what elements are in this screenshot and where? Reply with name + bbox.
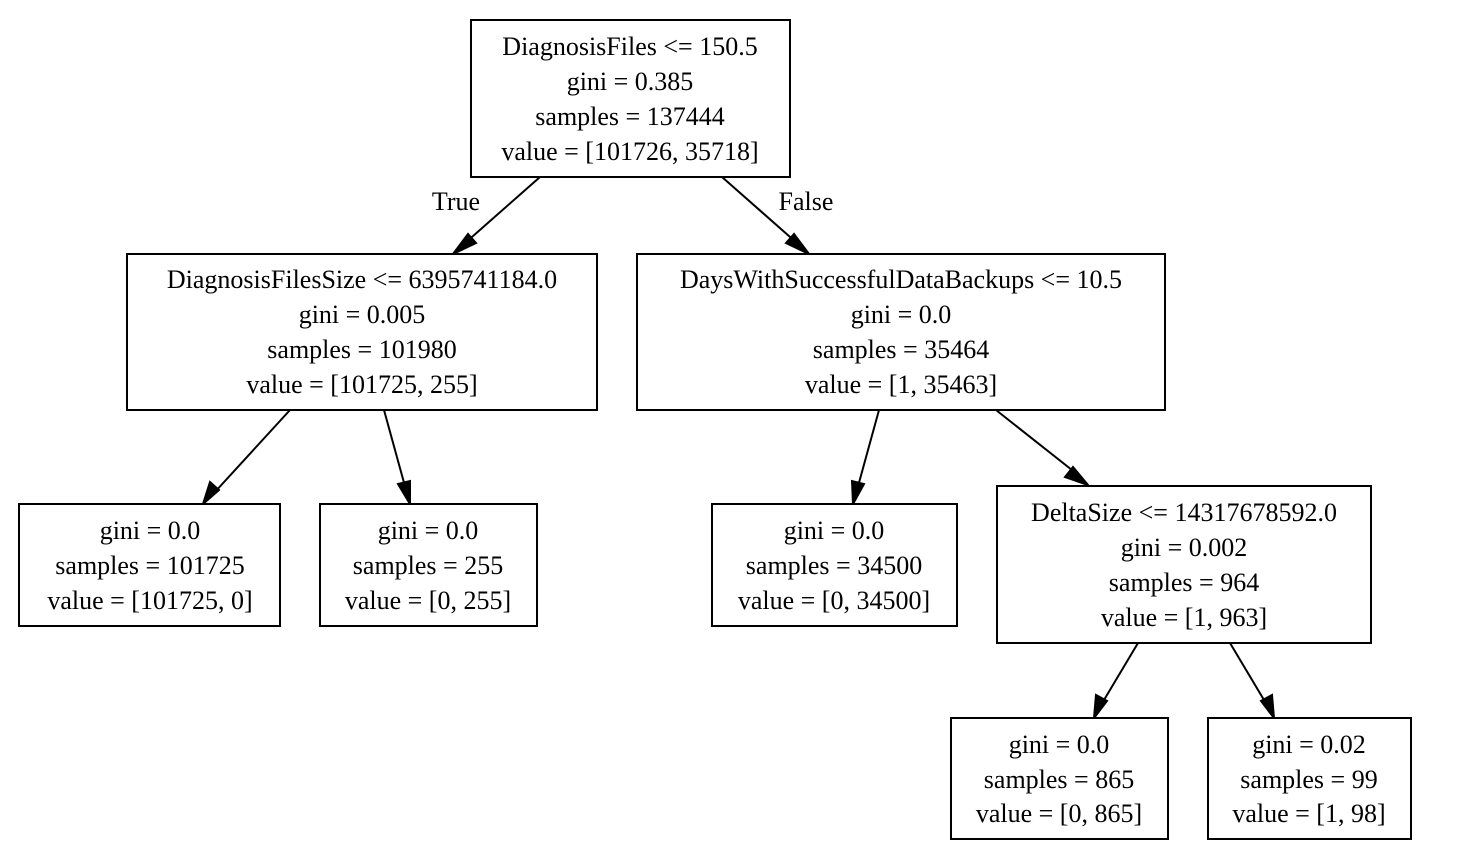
node-gini: gini = 0.0 bbox=[100, 516, 201, 545]
node-split-condition: DiagnosisFilesSize <= 6395741184.0 bbox=[167, 265, 557, 294]
node-split-condition: DiagnosisFiles <= 150.5 bbox=[502, 32, 757, 61]
edge-n4-n5 bbox=[850, 409, 880, 508]
tree-node-n5-leaf: gini = 0.0 samples = 34500 value = [0, 3… bbox=[711, 503, 958, 627]
node-gini: gini = 0.0 bbox=[851, 300, 952, 329]
edge-n0-n1 bbox=[452, 176, 541, 255]
node-split-condition: DeltaSize <= 14317678592.0 bbox=[1031, 498, 1337, 527]
node-samples: samples = 137444 bbox=[535, 102, 724, 131]
node-gini: gini = 0.0 bbox=[378, 516, 479, 545]
node-value: value = [0, 34500] bbox=[738, 586, 930, 615]
edge-n6-n8 bbox=[1229, 642, 1276, 722]
node-gini: gini = 0.0 bbox=[1009, 730, 1110, 759]
tree-node-n4: DaysWithSuccessfulDataBackups <= 10.5 gi… bbox=[636, 253, 1166, 411]
node-value: value = [1, 98] bbox=[1232, 799, 1385, 828]
tree-node-n1: DiagnosisFilesSize <= 6395741184.0 gini … bbox=[126, 253, 598, 411]
edge-n6-n7 bbox=[1092, 642, 1139, 722]
node-split-condition: DaysWithSuccessfulDataBackups <= 10.5 bbox=[680, 265, 1122, 294]
tree-node-n6: DeltaSize <= 14317678592.0 gini = 0.002 … bbox=[996, 485, 1372, 644]
node-gini: gini = 0.002 bbox=[1121, 533, 1248, 562]
node-value: value = [1, 963] bbox=[1101, 603, 1267, 632]
node-samples: samples = 101725 bbox=[55, 551, 244, 580]
node-samples: samples = 34500 bbox=[746, 551, 922, 580]
node-value: value = [0, 255] bbox=[345, 586, 511, 615]
node-samples: samples = 964 bbox=[1109, 568, 1259, 597]
node-value: value = [101725, 255] bbox=[246, 370, 477, 399]
node-gini: gini = 0.02 bbox=[1252, 730, 1366, 759]
tree-node-root: DiagnosisFiles <= 150.5 gini = 0.385 sam… bbox=[470, 19, 791, 178]
edge-n4-n6 bbox=[995, 409, 1092, 488]
tree-node-n3-leaf: gini = 0.0 samples = 255 value = [0, 255… bbox=[319, 503, 538, 627]
node-gini: gini = 0.005 bbox=[299, 300, 426, 329]
node-gini: gini = 0.0 bbox=[784, 516, 885, 545]
edge-n1-n2 bbox=[200, 409, 291, 508]
node-samples: samples = 865 bbox=[984, 765, 1134, 794]
edge-label-false: False bbox=[779, 187, 834, 216]
edge-label-true: True bbox=[432, 187, 480, 216]
node-samples: samples = 101980 bbox=[267, 335, 456, 364]
node-value: value = [1, 35463] bbox=[805, 370, 997, 399]
node-value: value = [101726, 35718] bbox=[501, 137, 758, 166]
tree-node-n8-leaf: gini = 0.02 samples = 99 value = [1, 98] bbox=[1207, 717, 1412, 840]
node-samples: samples = 255 bbox=[353, 551, 503, 580]
edge-n0-n4 bbox=[721, 176, 810, 255]
edge-n1-n3 bbox=[383, 409, 411, 508]
node-value: value = [0, 865] bbox=[976, 799, 1142, 828]
node-samples: samples = 99 bbox=[1240, 765, 1377, 794]
node-value: value = [101725, 0] bbox=[47, 586, 252, 615]
node-samples: samples = 35464 bbox=[813, 335, 989, 364]
tree-node-n7-leaf: gini = 0.0 samples = 865 value = [0, 865… bbox=[950, 717, 1169, 840]
tree-node-n2-leaf: gini = 0.0 samples = 101725 value = [101… bbox=[18, 503, 281, 627]
node-gini: gini = 0.385 bbox=[567, 67, 694, 96]
